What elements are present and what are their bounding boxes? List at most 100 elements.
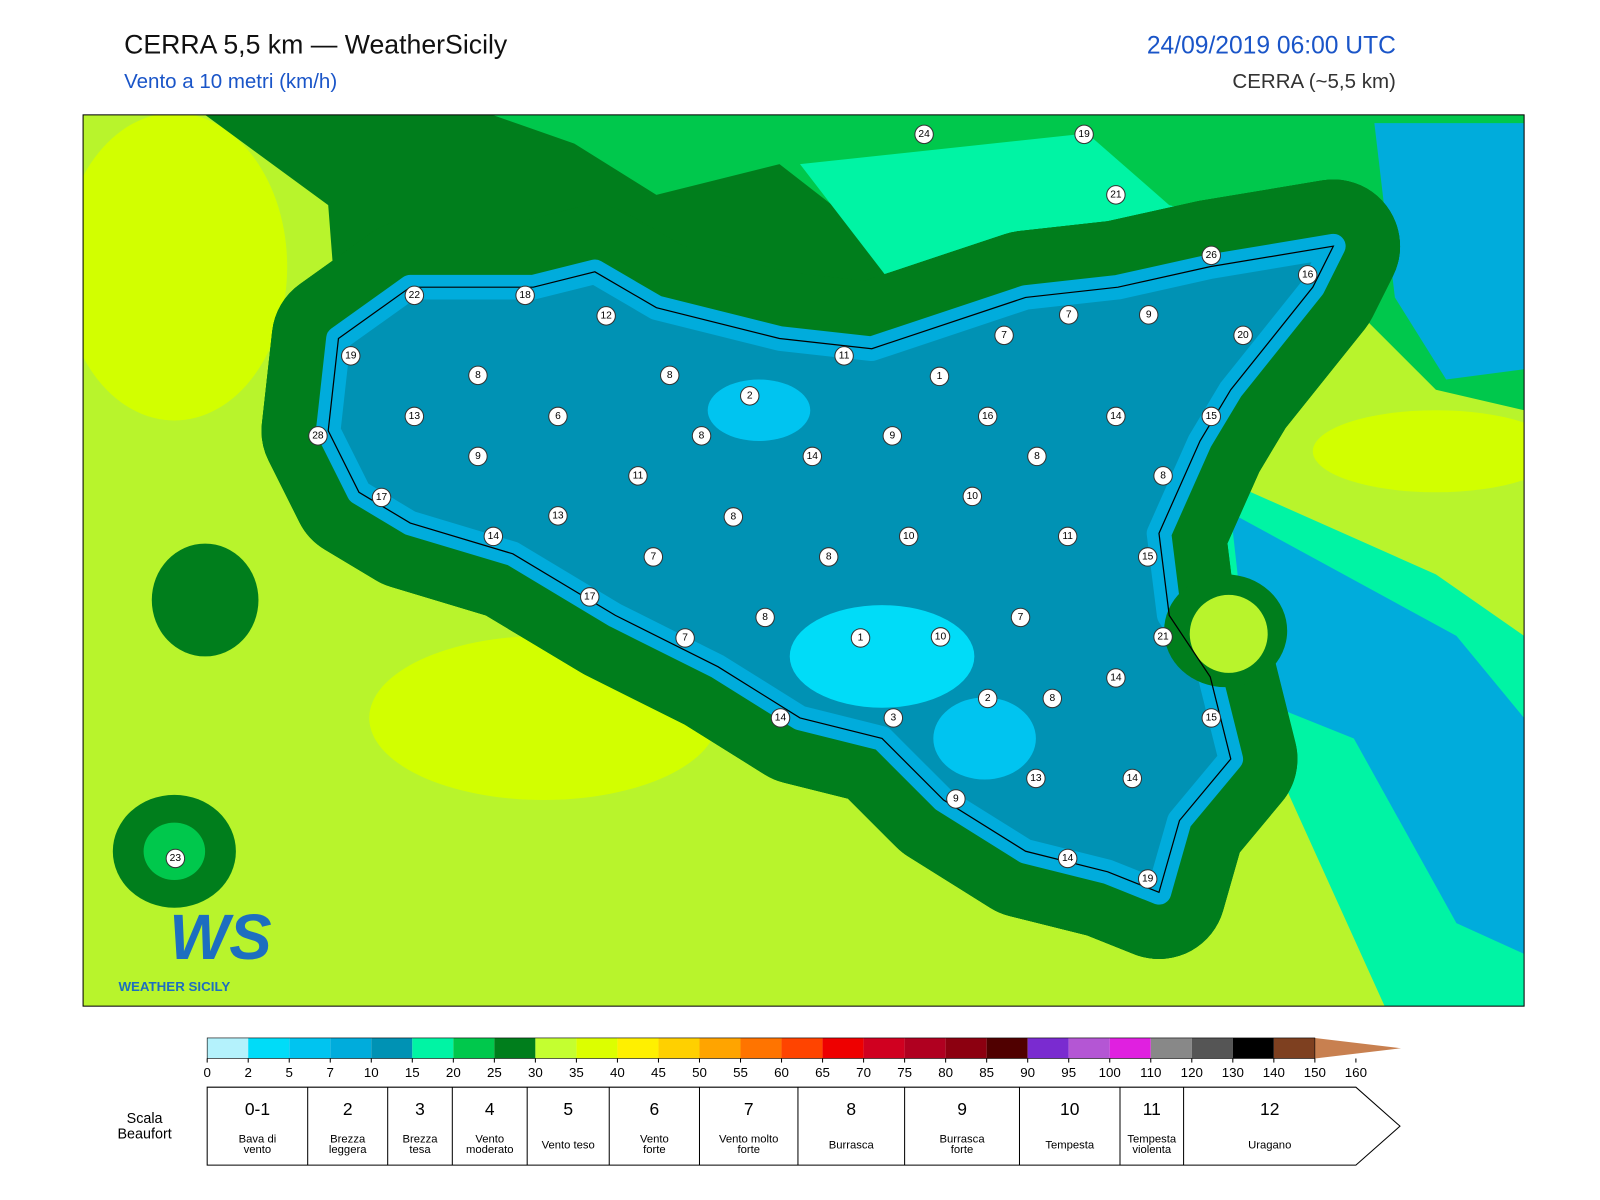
station-value: 19 — [1142, 873, 1154, 884]
color-bin — [412, 1037, 454, 1059]
station-value: 13 — [552, 510, 564, 521]
beaufort-force: 0-1 — [245, 1099, 270, 1119]
beaufort-frame — [206, 1086, 1401, 1166]
station-value: 14 — [807, 451, 819, 462]
station-marker — [468, 446, 488, 467]
station-value: 2 — [747, 390, 753, 401]
station-value: 23 — [170, 853, 182, 864]
station-value: 19 — [345, 350, 357, 361]
color-bin — [986, 1037, 1028, 1059]
station-value: 2 — [985, 693, 991, 704]
beaufort-force: 10 — [1060, 1099, 1080, 1119]
tick-label: 120 — [1181, 1065, 1203, 1080]
station-marker — [1027, 446, 1047, 467]
station-value: 11 — [839, 350, 850, 361]
tick-label: 2 — [244, 1065, 251, 1080]
color-bin — [1068, 1037, 1110, 1059]
station-marker — [802, 446, 823, 467]
station-value: 8 — [730, 511, 736, 522]
station-marker — [308, 426, 328, 446]
station-marker — [882, 426, 903, 446]
station-marker — [994, 325, 1014, 346]
beaufort-name: Burrasca — [829, 1140, 875, 1152]
field — [1230, 512, 1525, 954]
beaufort-force: 9 — [957, 1099, 967, 1119]
station-value: 1 — [937, 371, 943, 382]
station-value: 8 — [667, 370, 673, 381]
tick-label: 110 — [1140, 1065, 1161, 1080]
color-bin — [535, 1037, 577, 1059]
logo-mark: WS — [169, 902, 271, 973]
beaufort-name: Vento moderato — [466, 1134, 514, 1156]
station-marker — [371, 487, 392, 508]
station-value: 21 — [1110, 189, 1122, 200]
station-value: 9 — [953, 793, 959, 804]
beaufort-name: Vento forte — [640, 1134, 669, 1156]
station-value: 8 — [826, 551, 832, 562]
beaufort-force: 7 — [744, 1099, 754, 1119]
station-marker — [818, 547, 839, 567]
beaufort-force: 6 — [650, 1099, 660, 1119]
tick-label: 0 — [203, 1065, 210, 1080]
station-marker — [1201, 245, 1222, 266]
station-value: 9 — [889, 430, 895, 441]
field — [151, 543, 259, 657]
tick-label: 90 — [1020, 1065, 1035, 1080]
tick-label: 50 — [692, 1065, 707, 1080]
station-marker — [643, 547, 664, 567]
station-value: 15 — [1142, 551, 1154, 562]
station-marker — [898, 526, 919, 547]
station-marker — [596, 306, 616, 326]
station-marker — [1153, 627, 1173, 647]
station-value: 13 — [409, 411, 421, 422]
color-bin — [1232, 1037, 1274, 1059]
color-bin — [699, 1037, 741, 1059]
color-bin — [781, 1037, 823, 1059]
subtitle: Vento a 10 metri (km/h) — [124, 70, 337, 93]
station-value: 12 — [600, 310, 612, 321]
field — [1374, 123, 1525, 380]
color-bin — [1314, 1037, 1402, 1059]
color-bin — [371, 1037, 413, 1059]
station-value: 16 — [982, 411, 994, 422]
station-value: 7 — [1018, 612, 1024, 623]
station-marker — [1233, 325, 1253, 346]
station-marker — [834, 346, 854, 366]
color-bin — [1150, 1037, 1192, 1059]
station-marker — [1106, 406, 1126, 427]
station-value: 22 — [409, 290, 421, 301]
tick-label: 7 — [327, 1065, 334, 1080]
tick-label: 25 — [487, 1065, 502, 1080]
station-value: 14 — [1062, 853, 1074, 864]
station-marker — [675, 628, 695, 648]
beaufort-force: 8 — [846, 1099, 856, 1119]
station-value: 8 — [762, 612, 768, 623]
station-marker — [1057, 526, 1078, 547]
tick-label: 10 — [364, 1065, 379, 1080]
tick-label: 55 — [733, 1065, 748, 1080]
station-value: 6 — [555, 411, 561, 422]
map: WS WEATHER SICILY — [83, 114, 1525, 1007]
tick-label: 70 — [856, 1065, 871, 1080]
station-value: 17 — [376, 492, 388, 503]
station-marker — [1074, 124, 1094, 145]
station-value: 20 — [1237, 330, 1249, 341]
station-value: 10 — [903, 531, 915, 542]
coastline — [327, 245, 1335, 894]
station-marker — [770, 708, 791, 728]
station-value: 14 — [1110, 411, 1122, 422]
station-value: 11 — [1062, 531, 1073, 542]
station-value: 14 — [775, 712, 787, 723]
station-marker — [404, 285, 425, 306]
tick-label: 15 — [405, 1065, 420, 1080]
station-value: 3 — [890, 712, 896, 723]
station-value: 10 — [967, 491, 979, 502]
color-bin — [904, 1037, 946, 1059]
tick-label: 65 — [815, 1065, 830, 1080]
station-marker — [1122, 768, 1143, 789]
station-value: 11 — [633, 470, 644, 481]
station-marker — [1153, 466, 1173, 486]
station-marker — [740, 386, 760, 406]
station-value: 7 — [682, 632, 688, 643]
station-marker — [930, 627, 951, 647]
